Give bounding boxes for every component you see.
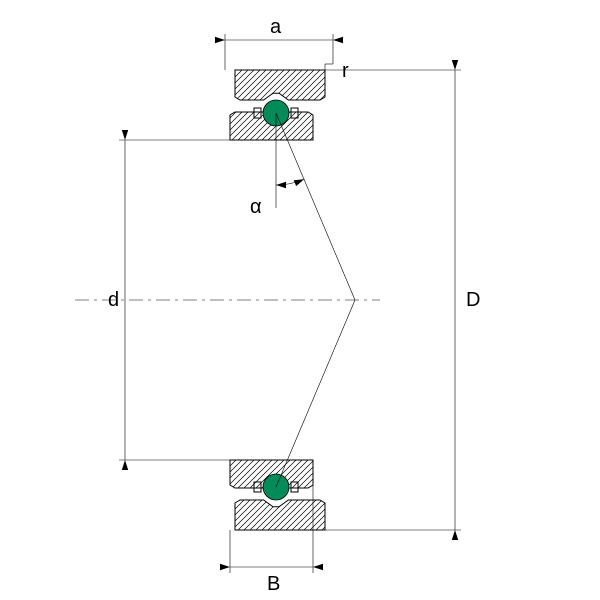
dim-r-label: r bbox=[342, 60, 349, 82]
dim-alpha-label: α bbox=[250, 196, 262, 218]
bearing-cross-section: a Bd Dr α bbox=[0, 0, 600, 600]
dim-d-label: d bbox=[108, 289, 119, 311]
dim-B-label: B bbox=[267, 573, 280, 595]
dim-D-label: D bbox=[466, 289, 480, 311]
dim-a-label: a bbox=[270, 16, 282, 38]
